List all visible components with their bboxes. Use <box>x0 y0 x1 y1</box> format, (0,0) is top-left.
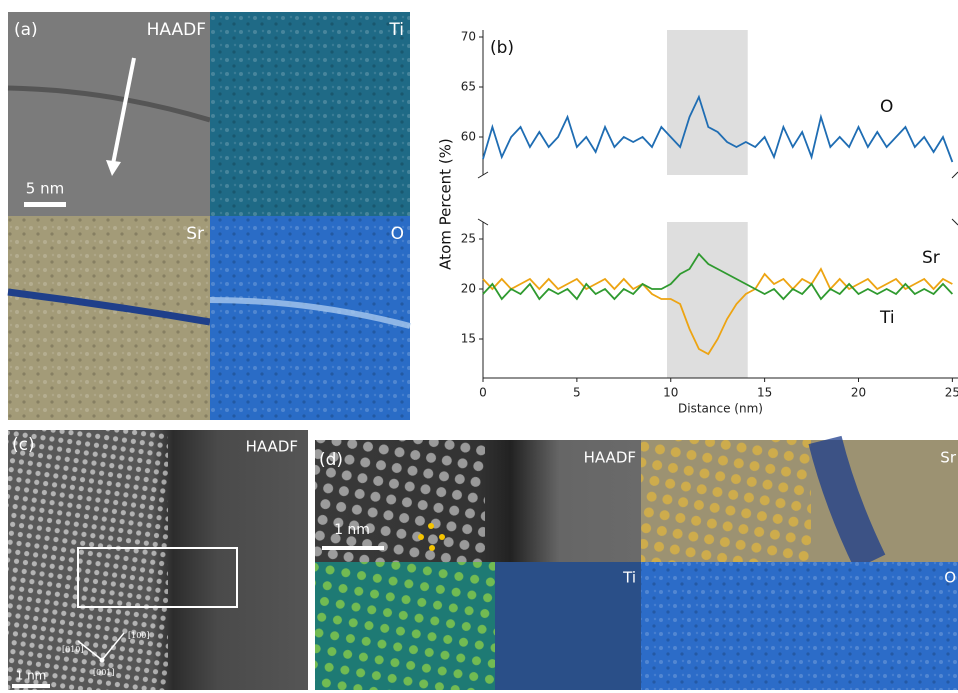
x-tick-label: 0 <box>479 386 487 400</box>
x-tick-label: 15 <box>757 386 772 400</box>
axis-break <box>952 219 958 225</box>
scale-bar <box>322 546 384 550</box>
figure: (a) HAADF Ti Sr O 5 nm (c) HAADF [010] [… <box>0 0 958 693</box>
highlight-band <box>667 30 748 175</box>
panel-a: (a) HAADF Ti Sr O 5 nm <box>8 12 410 420</box>
tile-label: Sr <box>940 449 957 467</box>
x-axis-label: Distance (nm) <box>678 402 763 416</box>
x-tick-label: 10 <box>663 386 678 400</box>
panel-label: (a) <box>14 20 38 40</box>
direction-label: [100] <box>128 631 150 640</box>
tile-label: Sr <box>186 224 204 244</box>
ti-texture <box>210 12 410 216</box>
ti-lattice <box>315 562 495 690</box>
direction-origin <box>100 658 105 663</box>
direction-label: [010] <box>62 645 84 654</box>
scale-label: 1 nm <box>334 522 370 538</box>
tile-label: HAADF <box>584 449 636 467</box>
axis-break <box>952 172 958 178</box>
lattice <box>8 430 168 690</box>
scale-label: 5 nm <box>26 180 64 198</box>
marker <box>429 545 435 551</box>
o-texture <box>641 562 958 690</box>
y-tick-label: 15 <box>461 332 476 346</box>
y-axis-label: Atom Percent (%) <box>437 138 455 270</box>
marker <box>418 534 424 540</box>
marker <box>439 534 445 540</box>
series-label: Sr <box>922 248 940 268</box>
highlight-band <box>667 222 748 378</box>
image-label: HAADF <box>246 438 298 456</box>
x-tick-label: 20 <box>851 386 866 400</box>
series-label: Ti <box>879 308 895 328</box>
x-tick-label: 25 <box>945 386 958 400</box>
y-tick-label: 65 <box>461 80 476 94</box>
tile-label: HAADF <box>147 20 206 40</box>
direction-label: [001] <box>93 668 115 677</box>
y-tick-label: 25 <box>461 232 476 246</box>
scale-label: 1 nm <box>16 669 47 683</box>
scale-bar <box>24 202 66 207</box>
scale-bar <box>12 684 50 688</box>
sr-lattice <box>641 440 811 562</box>
tile-label: O <box>944 569 956 587</box>
marker <box>428 523 434 529</box>
panel-label: (b) <box>490 38 514 58</box>
y-tick-label: 60 <box>461 130 476 144</box>
tile-label: Ti <box>622 569 636 587</box>
panel-label: (c) <box>12 435 35 455</box>
line-chart: 60 65 70 (b) O 15 20 25 0 5 10 15 20 25 Distance (nm) A… <box>437 30 958 416</box>
panel-label: (d) <box>319 450 343 470</box>
tile-label: O <box>391 224 404 244</box>
panel-c: (c) HAADF [010] [100] [001] 1 nm <box>8 430 308 690</box>
x-tick-label: 5 <box>573 386 581 400</box>
y-tick-label: 20 <box>461 282 476 296</box>
series-label: O <box>880 97 893 117</box>
tile-label: Ti <box>388 20 404 40</box>
panel-d: (d) HAADF Sr Ti O 1 nm <box>315 440 958 690</box>
y-tick-label: 70 <box>461 30 476 44</box>
